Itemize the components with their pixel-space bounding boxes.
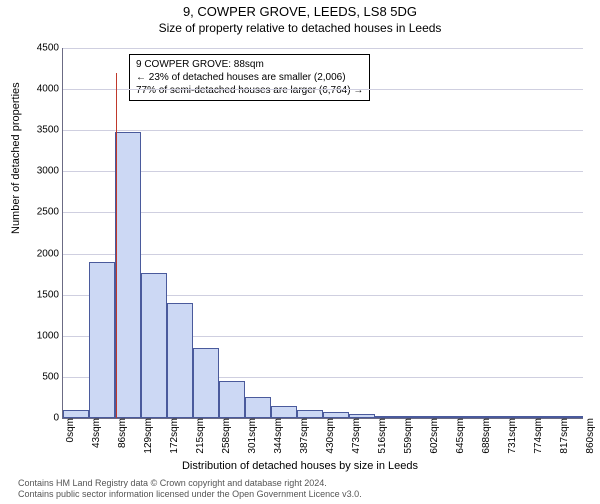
footer-line2: Contains public sector information licen… xyxy=(18,489,362,500)
x-tick-label: 774sqm xyxy=(531,418,544,454)
x-tick-label: 86sqm xyxy=(115,418,128,448)
y-tick-label: 4000 xyxy=(37,84,63,95)
histogram-bar xyxy=(219,381,245,418)
grid-line xyxy=(63,48,583,49)
annotation-line2: ← 23% of detached houses are smaller (2,… xyxy=(136,71,363,84)
y-tick-label: 3500 xyxy=(37,125,63,136)
property-marker-line xyxy=(116,73,117,418)
x-tick-label: 129sqm xyxy=(141,418,154,454)
y-tick-label: 2500 xyxy=(37,207,63,218)
y-tick-label: 1000 xyxy=(37,330,63,341)
histogram-bar xyxy=(193,348,219,418)
y-tick-label: 500 xyxy=(42,371,63,382)
footer-line1: Contains HM Land Registry data © Crown c… xyxy=(18,478,362,489)
x-tick-label: 301sqm xyxy=(245,418,258,454)
y-tick-label: 3000 xyxy=(37,166,63,177)
x-tick-label: 688sqm xyxy=(479,418,492,454)
y-axis-label: Number of detached properties xyxy=(10,82,22,234)
y-tick-label: 0 xyxy=(53,413,63,424)
x-tick-label: 731sqm xyxy=(505,418,518,454)
histogram-bar xyxy=(245,397,271,418)
histogram-bar xyxy=(141,273,167,418)
x-tick-label: 172sqm xyxy=(167,418,180,454)
y-tick-label: 4500 xyxy=(37,43,63,54)
histogram-bar xyxy=(89,262,115,418)
histogram-bar xyxy=(297,410,323,418)
annotation-line3: 77% of semi-detached houses are larger (… xyxy=(136,84,363,97)
x-tick-label: 817sqm xyxy=(557,418,570,454)
x-tick-label: 860sqm xyxy=(583,418,596,454)
x-tick-label: 645sqm xyxy=(453,418,466,454)
footer-attribution: Contains HM Land Registry data © Crown c… xyxy=(18,478,362,500)
x-tick-label: 43sqm xyxy=(89,418,102,448)
grid-line xyxy=(63,130,583,131)
grid-line xyxy=(63,212,583,213)
y-tick-label: 2000 xyxy=(37,248,63,259)
chart-container: 9, COWPER GROVE, LEEDS, LS8 5DG Size of … xyxy=(0,4,600,504)
plot-area: 9 COWPER GROVE: 88sqm ← 23% of detached … xyxy=(62,48,583,419)
histogram-bar xyxy=(271,406,297,418)
x-tick-label: 473sqm xyxy=(349,418,362,454)
x-tick-label: 602sqm xyxy=(427,418,440,454)
x-axis-label: Distribution of detached houses by size … xyxy=(0,460,600,472)
histogram-bar xyxy=(63,410,89,418)
x-tick-label: 559sqm xyxy=(401,418,414,454)
y-tick-label: 1500 xyxy=(37,289,63,300)
x-tick-label: 387sqm xyxy=(297,418,310,454)
x-tick-label: 215sqm xyxy=(193,418,206,454)
x-tick-label: 344sqm xyxy=(271,418,284,454)
chart-title: 9, COWPER GROVE, LEEDS, LS8 5DG xyxy=(0,4,600,19)
x-tick-label: 0sqm xyxy=(63,418,76,442)
x-tick-label: 516sqm xyxy=(375,418,388,454)
histogram-bar xyxy=(167,303,193,418)
histogram-bar xyxy=(115,132,141,418)
grid-line xyxy=(63,89,583,90)
grid-line xyxy=(63,171,583,172)
x-tick-label: 430sqm xyxy=(323,418,336,454)
chart-subtitle: Size of property relative to detached ho… xyxy=(0,21,600,35)
annotation-box: 9 COWPER GROVE: 88sqm ← 23% of detached … xyxy=(129,54,370,101)
x-tick-label: 258sqm xyxy=(219,418,232,454)
grid-line xyxy=(63,254,583,255)
annotation-line1: 9 COWPER GROVE: 88sqm xyxy=(136,58,363,71)
